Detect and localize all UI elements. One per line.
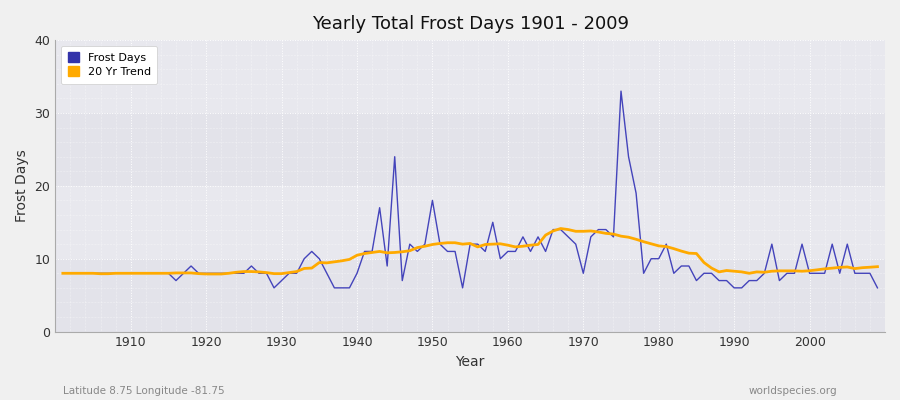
Title: Yearly Total Frost Days 1901 - 2009: Yearly Total Frost Days 1901 - 2009: [311, 15, 628, 33]
Y-axis label: Frost Days: Frost Days: [15, 150, 29, 222]
Text: worldspecies.org: worldspecies.org: [749, 386, 837, 396]
Bar: [55, 259, 885, 332]
X-axis label: Year: Year: [455, 355, 485, 369]
Text: Latitude 8.75 Longitude -81.75: Latitude 8.75 Longitude -81.75: [63, 386, 225, 396]
Bar: [55, 113, 885, 186]
Legend: Frost Days, 20 Yr Trend: Frost Days, 20 Yr Trend: [61, 46, 158, 84]
